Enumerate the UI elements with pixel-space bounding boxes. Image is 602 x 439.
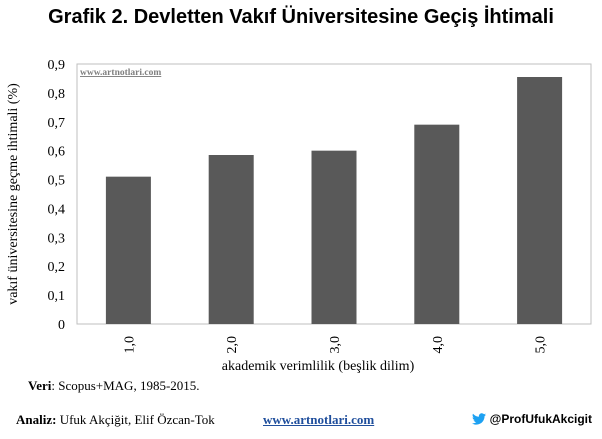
x-tick-label: 4,0 [431, 336, 446, 354]
bar-2 [208, 155, 254, 324]
y-tick-label: 0,7 [48, 116, 66, 131]
analysis-credit: Analiz: Ufuk Akçiğit, Elif Özcan-Tok [16, 412, 215, 428]
twitter-handle[interactable]: @ProfUfukAkcigit [471, 412, 592, 426]
y-tick-label: 0,5 [48, 174, 66, 189]
x-tick-label: 1,0 [122, 336, 137, 354]
chart-title: Grafik 2. Devletten Vakıf Üniversitesine… [48, 6, 554, 28]
y-tick-label: 0,9 [48, 58, 66, 73]
y-tick-label: 0,4 [48, 202, 66, 217]
x-tick-label: 3,0 [328, 336, 343, 354]
x-tick-label: 5,0 [534, 336, 549, 354]
bar-3 [311, 150, 357, 324]
analysis-label: Analiz: [16, 412, 57, 427]
x-tick-label: 2,0 [225, 336, 240, 354]
watermark: www.artnotlari.com [80, 68, 161, 78]
data-source: Veri: Scopus+MAG, 1985-2015. [28, 378, 200, 394]
source-label: Veri [28, 378, 52, 393]
y-tick-label: 0,3 [48, 231, 66, 246]
twitter-handle-text: @ProfUfukAkcigit [489, 412, 592, 426]
bar-4 [414, 124, 460, 325]
bar-1 [105, 176, 151, 324]
x-axis-label: akademik verimlilik (beşlik dilim) [222, 359, 415, 374]
twitter-bird-icon [471, 413, 486, 425]
y-axis-label: vakıf üniversitesine geçme ihtimali (%) [6, 83, 21, 305]
bar-5 [517, 77, 563, 324]
y-tick-label: 0,2 [48, 260, 66, 275]
y-tick-label: 0,8 [48, 87, 66, 102]
site-link[interactable]: www.artnotlari.com [263, 412, 375, 427]
analysis-authors: Ufuk Akçiğit, Elif Özcan-Tok [56, 412, 215, 427]
y-tick-label: 0,6 [48, 145, 66, 160]
source-text: : Scopus+MAG, 1985-2015. [51, 378, 200, 393]
y-tick-label: 0,1 [48, 289, 66, 304]
y-tick-label: 0 [58, 318, 65, 333]
